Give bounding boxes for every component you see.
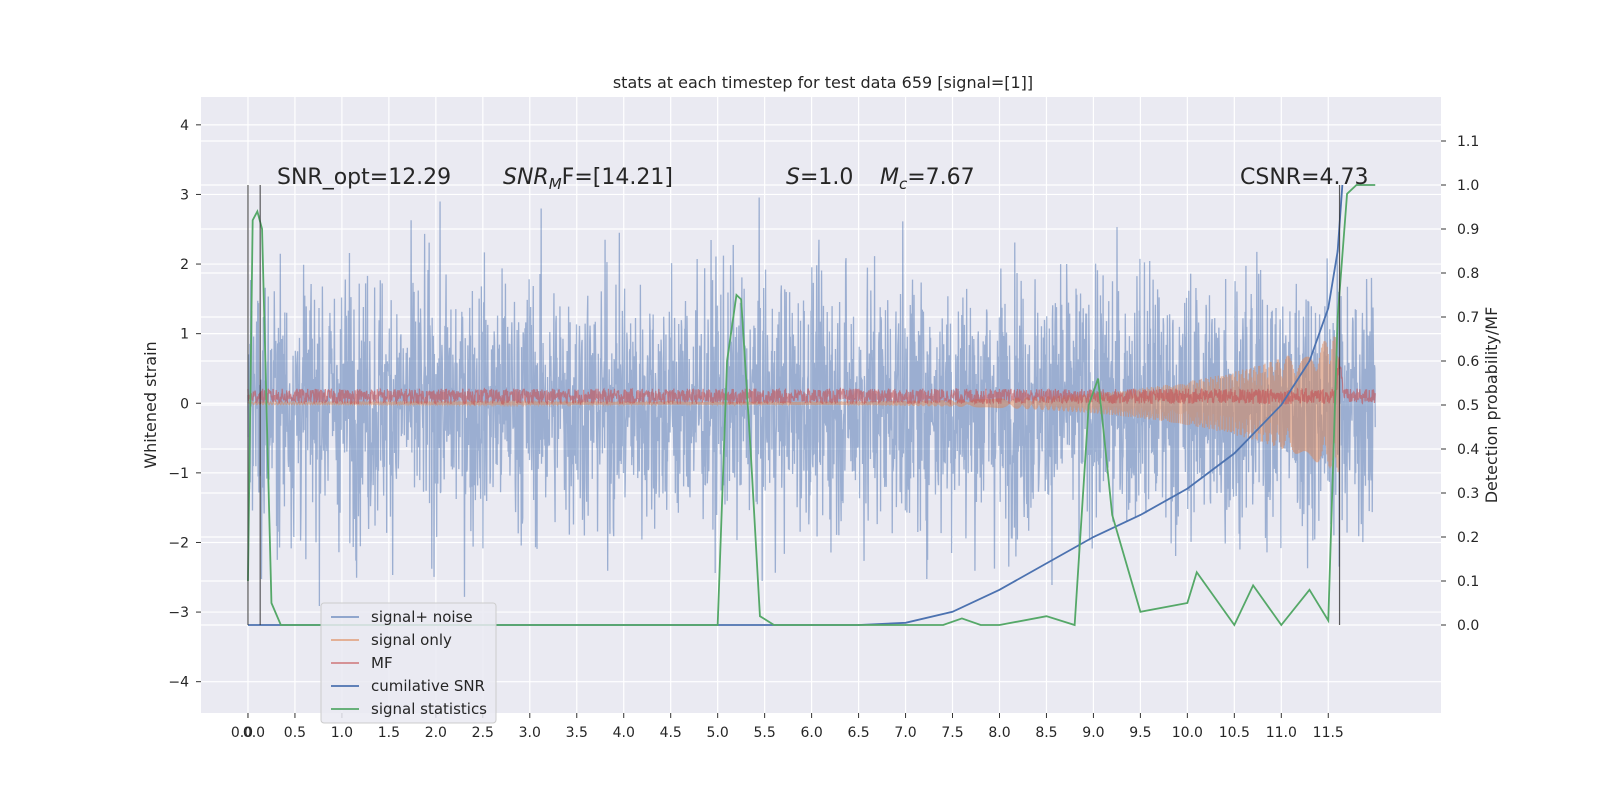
x-tick-label: 3.5 [566,725,588,741]
y-tick-label: 2 [180,257,189,273]
x-tick-label: 0.0 [243,725,265,741]
annotation-csnr: CSNR=4.73 [1240,165,1369,190]
y-tick-label-right: 0.9 [1457,222,1479,238]
y-tick-label: −4 [168,675,189,691]
s-label: S [786,165,800,190]
y-tick-label: 4 [180,118,189,134]
legend-label: signal only [371,631,452,649]
x-tick-label: 11.5 [1313,725,1344,741]
legend-label: signal statistics [371,700,487,718]
annotation-snr-opt: SNR_opt=12.29 [277,165,451,190]
x-tick-label: 2.5 [472,725,494,741]
x-tick-label: 10.5 [1219,725,1250,741]
y-tick-label: 3 [180,187,189,203]
snr-mf-sub: M [549,175,562,193]
annotation-mc: Mc=7.67 [880,165,975,193]
x-tick-label: 9.5 [1129,725,1151,741]
x-tick-label: 6.0 [800,725,822,741]
x-tick-label: 7.0 [894,725,916,741]
legend-label: cumilative SNR [371,677,485,695]
x-tick-label: 1.0 [331,725,353,741]
snr-mf-rest: F=[14.21] [562,165,673,190]
x-ticks: 0.00.0 0.5 1.0 1.5 2.0 2.5 3.0 3.5 4.0 4.5 5.0 5.5 6… [231,713,1344,741]
y-axis-label-right: Detection probability/MF [1482,307,1501,504]
y-tick-label-right: 0.7 [1457,310,1479,326]
legend-label: signal+ noise [371,608,473,626]
legend-label: MF [371,654,393,672]
series-signal-only [247,336,1341,473]
x-tick-label: 8.5 [1035,725,1057,741]
y-tick-label-right: 0.8 [1457,266,1479,282]
x-tick-label: 0.5 [284,725,306,741]
legend: signal+ noise signal only MF cumilative SNR… [320,602,497,724]
mc-label: M [880,165,899,190]
y-axis-label: Whitened strain [141,341,160,468]
x-tick-label: 0.0 [231,725,253,741]
annotation-s: S=1.0 [786,165,853,190]
y-tick-label-right: 0.3 [1457,486,1479,502]
x-tick-label: 7.5 [941,725,963,741]
y-tick-label-right: 0.0 [1457,618,1479,634]
y-ticks: 4 3 2 1 0 −1 −2 −3 −4 [168,118,201,691]
x-tick-label: 5.0 [707,725,729,741]
series-mf [247,356,1376,407]
x-tick-label: 5.5 [754,725,776,741]
x-tick-label: 2.0 [425,725,447,741]
series-cumilative-snr [247,184,1344,626]
s-value: =1.0 [800,165,853,190]
x-tick-label: 10.0 [1172,725,1203,741]
chart-title: stats at each timestep for test data 659… [613,73,1033,92]
x-tick-label: 8.0 [988,725,1010,741]
legend-box [320,602,497,724]
y-tick-label-right: 0.5 [1457,398,1479,414]
x-tick-label: 1.5 [378,725,400,741]
y-tick-label-right: 0.4 [1457,442,1479,458]
y-tick-label-right: 1.0 [1457,178,1479,194]
y-tick-label-right: 0.2 [1457,530,1479,546]
y-tick-label-right: 0.1 [1457,574,1479,590]
x-tick-label: 6.5 [847,725,869,741]
y-tick-label: −2 [168,535,189,551]
y-tick-label: −3 [168,605,189,621]
y-tick-label: 1 [180,327,189,343]
series-layer [247,184,1376,627]
x-tick-label: 3.0 [519,725,541,741]
mc-sub: c [899,175,908,193]
x-tick-label: 9.0 [1082,725,1104,741]
y-ticks-right: 1.1 1.0 0.9 0.8 0.7 0.6 0.5 0.4 0.3 0.2 0.1 0.0 [1441,134,1479,634]
y-tick-label: 0 [180,396,189,412]
y-tick-label: −1 [168,466,189,482]
mc-value: =7.67 [907,165,974,190]
y-tick-label-right: 1.1 [1457,134,1479,150]
annotation-snr-mf: SNRMF=[14.21] [503,165,673,193]
x-tick-label: 4.0 [613,725,635,741]
y-tick-label-right: 0.6 [1457,354,1479,370]
series-signal-statistics [247,184,1376,627]
x-tick-label: 11.0 [1266,725,1297,741]
snr-mf-main: SNR [503,165,549,190]
x-tick-label: 4.5 [660,725,682,741]
